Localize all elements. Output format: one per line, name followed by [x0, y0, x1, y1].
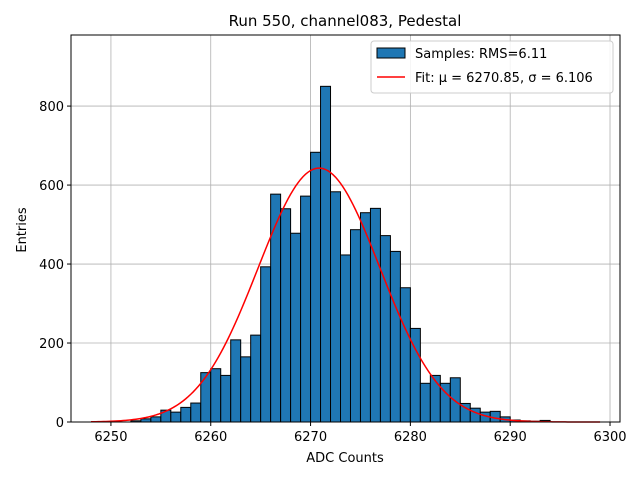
histogram-bar — [150, 416, 162, 423]
histogram-bar — [260, 266, 272, 423]
y-tick-label: 400 — [39, 258, 64, 273]
histogram-bar — [449, 377, 461, 423]
histogram-bar — [200, 372, 212, 423]
histogram-bar — [180, 406, 192, 423]
legend-label-samples: Samples: RMS=6.11 — [415, 47, 547, 62]
legend-box — [370, 40, 614, 94]
x-axis-title: ADC Counts — [306, 451, 384, 466]
histogram-bar — [280, 208, 292, 423]
x-tick-label: 6300 — [593, 430, 626, 445]
y-tick-label: 0 — [56, 416, 64, 431]
fit-curve — [90, 167, 601, 423]
histogram-bar — [240, 356, 252, 423]
fit-curve-layer — [90, 167, 601, 423]
histogram-bar — [379, 235, 391, 423]
histogram-bar — [369, 207, 381, 423]
histogram-bar — [340, 254, 351, 423]
y-axis-title: Entries — [15, 207, 30, 253]
legend: Samples: RMS=6.11 Fit: μ = 6270.85, σ = … — [370, 40, 614, 94]
histogram-bar — [250, 334, 262, 423]
histogram-bar — [230, 339, 242, 423]
histogram-bar — [320, 85, 332, 423]
x-tick-label: 6250 — [94, 430, 127, 445]
histogram-bar — [429, 374, 441, 423]
chart-title: Run 550, channel083, Pedestal — [229, 12, 462, 30]
histogram-bars — [130, 85, 551, 423]
histogram-bar — [419, 382, 431, 423]
x-tick-label: 6290 — [494, 430, 527, 445]
histogram-bar — [330, 191, 342, 423]
legend-label-fit: Fit: μ = 6270.85, σ = 6.106 — [415, 71, 593, 86]
y-tick-label: 600 — [39, 179, 64, 194]
histogram-bar — [290, 232, 302, 423]
histogram-bar — [170, 411, 182, 423]
histogram-bar — [220, 374, 232, 423]
x-axis-ticks: 6250 6260 6270 6280 6290 6300 — [94, 422, 627, 445]
x-tick-label: 6280 — [394, 430, 427, 445]
histogram-bar — [270, 193, 282, 423]
y-axis-ticks: 0 200 400 600 800 — [39, 100, 71, 431]
histogram-bar — [310, 151, 322, 423]
histogram-bar — [210, 368, 222, 423]
histogram-bar — [349, 229, 361, 423]
y-tick-label: 200 — [39, 337, 64, 352]
histogram-bar — [300, 195, 312, 423]
histogram-bar — [399, 287, 411, 423]
y-tick-label: 800 — [39, 100, 64, 115]
plot-frame — [70, 34, 621, 423]
histogram-bar — [190, 402, 202, 423]
x-tick-label: 6270 — [294, 430, 327, 445]
histogram-bar — [389, 250, 401, 423]
histogram-bar — [359, 212, 371, 423]
x-tick-label: 6260 — [194, 430, 227, 445]
legend-patch-samples — [376, 47, 406, 59]
